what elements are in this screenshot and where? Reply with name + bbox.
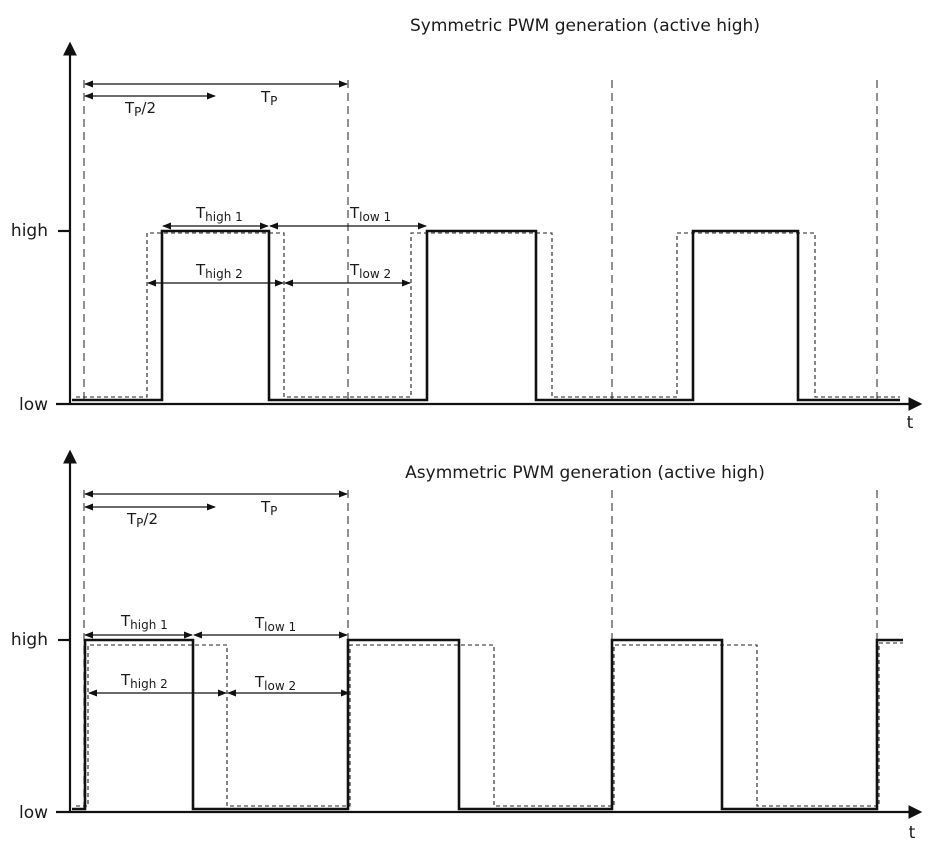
symmetric-low-label: low — [19, 395, 48, 415]
asymmetric-panel: Asymmetric PWM generation (active high) … — [11, 449, 923, 843]
asymmetric-thigh1-label: Thigh 1 — [120, 612, 168, 632]
asymmetric-tlow2-label: Tlow 2 — [254, 673, 296, 693]
asymmetric-low-label: low — [19, 803, 48, 823]
symmetric-thigh1-label: Thigh 1 — [195, 204, 243, 224]
symmetric-signal-2 — [76, 232, 900, 398]
asymmetric-thigh2-label: Thigh 2 — [120, 671, 168, 691]
asymmetric-signal-1 — [72, 638, 903, 811]
asymmetric-tp-half-label: TP/2 — [126, 510, 158, 530]
asymmetric-title: Asymmetric PWM generation (active high) — [405, 463, 765, 483]
symmetric-tlow2-label: Tlow 2 — [349, 261, 391, 281]
symmetric-tp-half-label: TP/2 — [124, 99, 156, 119]
symmetric-t-label: t — [907, 413, 914, 433]
asymmetric-high-label: high — [11, 630, 48, 650]
symmetric-signal-1 — [72, 229, 900, 402]
symmetric-panel: Symmetric PWM generation (active high) h… — [11, 16, 923, 433]
symmetric-tp-label: TP — [260, 88, 277, 108]
asymmetric-t-label: t — [909, 823, 916, 843]
symmetric-thigh2-label: Thigh 2 — [195, 261, 243, 281]
symmetric-tlow1-label: Tlow 1 — [349, 204, 391, 224]
symmetric-high-label: high — [11, 221, 48, 241]
asymmetric-tp-label: TP — [260, 498, 277, 518]
asymmetric-signal-2 — [76, 642, 903, 807]
asymmetric-tlow1-label: Tlow 1 — [254, 614, 296, 634]
symmetric-title: Symmetric PWM generation (active high) — [410, 16, 760, 36]
